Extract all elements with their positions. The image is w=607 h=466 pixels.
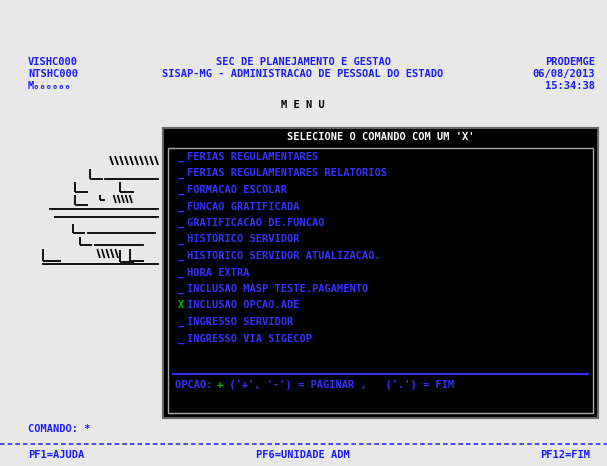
Text: 15:34:38: 15:34:38 — [545, 81, 595, 91]
Text: INCLUSAO MASP TESTE.PAGAMENTO: INCLUSAO MASP TESTE.PAGAMENTO — [187, 284, 368, 294]
Text: HISTORICO SERVIDOR ATUALIZACAO.: HISTORICO SERVIDOR ATUALIZACAO. — [187, 251, 381, 261]
Text: INGRESSO SERVIDOR: INGRESSO SERVIDOR — [187, 317, 293, 327]
Text: _: _ — [178, 185, 185, 195]
Text: GRATIFICACAO DE.FUNCAO: GRATIFICACAO DE.FUNCAO — [187, 218, 325, 228]
Text: FUNCAO GRATIFICADA: FUNCAO GRATIFICADA — [187, 201, 299, 212]
Text: _: _ — [178, 284, 185, 294]
Text: ('+', '-') = PAGINAR ,   ('.') = FIM: ('+', '-') = PAGINAR , ('.') = FIM — [223, 380, 454, 390]
Bar — [168, 148, 593, 413]
Text: _: _ — [178, 317, 185, 327]
Text: +: + — [217, 380, 223, 390]
Bar — [163, 128, 598, 418]
Text: SEC DE PLANEJAMENTO E GESTAO: SEC DE PLANEJAMENTO E GESTAO — [215, 57, 390, 67]
Text: FERIAS REGULAMENTARES: FERIAS REGULAMENTARES — [187, 152, 318, 162]
Text: _: _ — [178, 268, 185, 278]
Text: FORMACAO ESCOLAR: FORMACAO ESCOLAR — [187, 185, 287, 195]
Text: X: X — [178, 301, 185, 310]
Text: PF1=AJUDA: PF1=AJUDA — [28, 450, 84, 460]
Text: HORA EXTRA: HORA EXTRA — [187, 267, 249, 277]
Text: M₀₀₀₀₀₀: M₀₀₀₀₀₀ — [28, 81, 72, 91]
Text: _: _ — [178, 334, 185, 344]
Text: _: _ — [178, 218, 185, 228]
Text: PF6=UNIDADE ADM: PF6=UNIDADE ADM — [256, 450, 350, 460]
Text: INGRESSO VIA SIGECOP: INGRESSO VIA SIGECOP — [187, 334, 312, 343]
Text: OPCAO:: OPCAO: — [175, 380, 219, 390]
Text: _: _ — [178, 235, 185, 245]
Text: NTSHC000: NTSHC000 — [28, 69, 78, 79]
Text: INCLUSAO OPCAO.ADE: INCLUSAO OPCAO.ADE — [187, 301, 299, 310]
Text: M E N U: M E N U — [281, 100, 325, 110]
Text: PF12=FIM: PF12=FIM — [540, 450, 590, 460]
Text: _: _ — [178, 169, 185, 179]
Text: _: _ — [178, 152, 185, 162]
Text: PRODEMGE: PRODEMGE — [545, 57, 595, 67]
Text: HISTORICO SERVIDOR: HISTORICO SERVIDOR — [187, 234, 299, 245]
Text: COMANDO: *: COMANDO: * — [28, 424, 90, 434]
Text: VISHC000: VISHC000 — [28, 57, 78, 67]
Text: SELECIONE O COMANDO COM UM 'X': SELECIONE O COMANDO COM UM 'X' — [287, 132, 474, 142]
Text: _: _ — [178, 251, 185, 261]
Text: FERIAS REGULAMENTARES RELATORIOS: FERIAS REGULAMENTARES RELATORIOS — [187, 169, 387, 178]
Text: SISAP-MG - ADMINISTRACAO DE PESSOAL DO ESTADO: SISAP-MG - ADMINISTRACAO DE PESSOAL DO E… — [163, 69, 444, 79]
Text: 06/08/2013: 06/08/2013 — [532, 69, 595, 79]
Text: _: _ — [178, 202, 185, 212]
